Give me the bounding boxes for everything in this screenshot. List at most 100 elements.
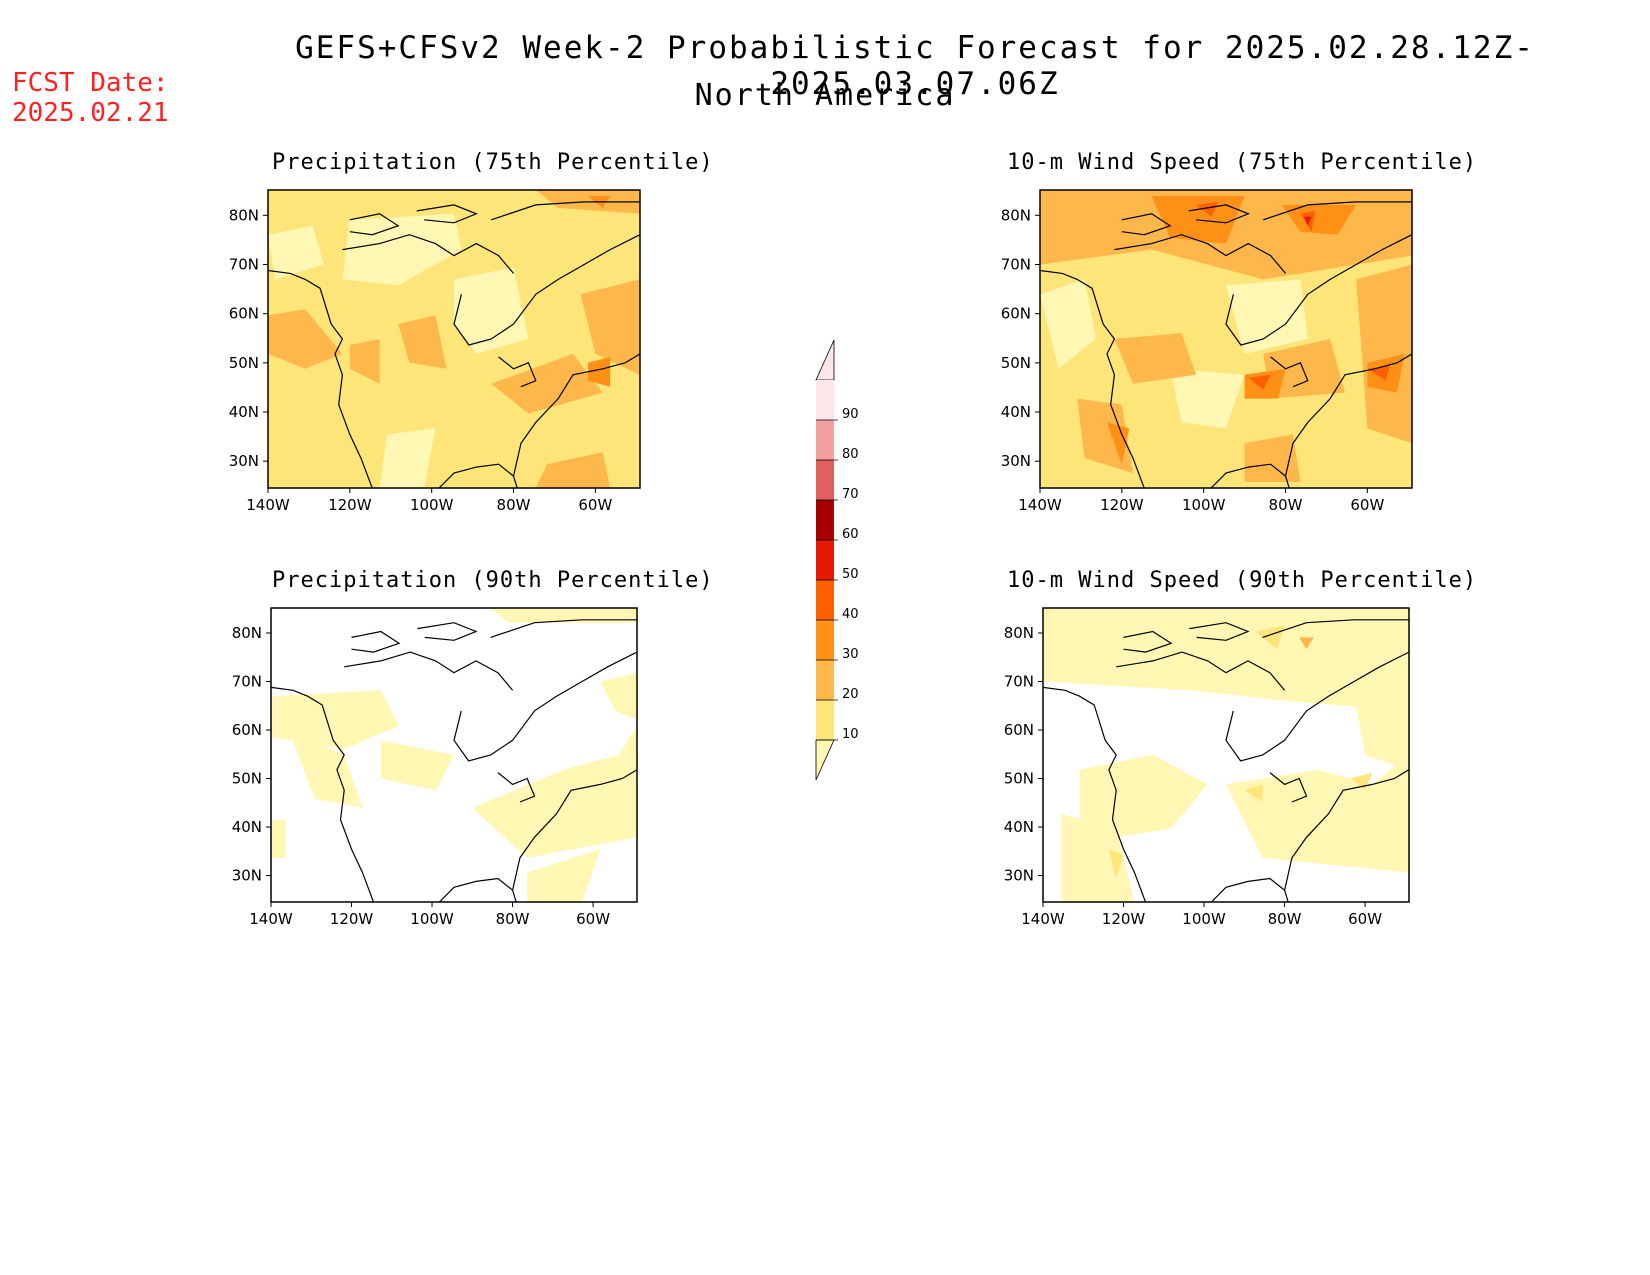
coastline	[453, 234, 640, 346]
lat-tick-label: 30N	[1001, 452, 1031, 470]
probability-contour-fill	[1354, 690, 1409, 770]
probability-contour-fill	[1108, 849, 1124, 879]
probability-contour-fill	[1304, 216, 1312, 226]
lat-tick-label: 70N	[1001, 256, 1031, 274]
colorbar-tick-label: 40	[842, 607, 859, 622]
probability-contour-fill	[342, 213, 462, 286]
colorbar-segment	[816, 540, 834, 580]
coastline	[417, 622, 478, 641]
lat-tick-label: 50N	[232, 770, 262, 788]
colorbar-top-arrow	[815, 339, 835, 381]
lon-tick-label: 100W	[1182, 910, 1226, 928]
coastline	[453, 651, 637, 762]
probability-contour-fill	[398, 315, 447, 369]
lat-tick-label: 30N	[229, 452, 259, 470]
probability-contour-fill	[1255, 625, 1285, 650]
probability-contour-fill	[271, 819, 286, 858]
coastline	[1210, 463, 1290, 488]
colorbar-segment	[816, 380, 834, 420]
lon-tick-label: 80W	[1269, 496, 1303, 514]
coastline	[344, 651, 514, 691]
colorbar-tick-label: 50	[842, 567, 859, 582]
coastline	[491, 201, 640, 221]
lon-tick-label: 140W	[246, 496, 290, 514]
lon-tick-label: 120W	[1102, 910, 1146, 928]
coastline	[1210, 877, 1289, 902]
subtitle: North America	[694, 78, 956, 113]
map-panel-3	[271, 608, 637, 902]
probability-contour-fill	[271, 690, 400, 750]
colorbar-segment	[816, 500, 834, 540]
lon-tick-label: 60W	[1348, 910, 1382, 928]
probability-contour-fill	[600, 672, 637, 720]
coastline	[1116, 651, 1286, 691]
colorbar-tick-label: 30	[842, 647, 859, 662]
coastline	[1114, 234, 1286, 274]
colorbar-segment	[816, 660, 834, 700]
colorbar-segment	[816, 620, 834, 660]
coastline	[490, 619, 637, 638]
lon-tick-label: 80W	[1268, 910, 1302, 928]
coastline	[1262, 619, 1409, 638]
panel-title-wind-75: 10-m Wind Speed (75th Percentile)	[1007, 150, 1478, 175]
map-panel-2	[1040, 190, 1412, 488]
lat-tick-label: 70N	[232, 673, 262, 691]
probability-contour-fill	[1040, 279, 1096, 369]
lat-tick-label: 60N	[1001, 305, 1031, 323]
lat-tick-label: 40N	[232, 818, 262, 836]
lon-tick-label: 60W	[1350, 496, 1384, 514]
colorbar-tick-label: 90	[842, 407, 859, 422]
lat-tick-label: 50N	[1004, 770, 1034, 788]
coastline	[1269, 772, 1308, 803]
probability-contour-fill	[1196, 201, 1219, 217]
coastline	[497, 772, 536, 803]
main-title: GEFS+CFSv2 Week-2 Probabilistic Forecast…	[295, 30, 1535, 102]
probability-contour-fill	[1170, 368, 1245, 429]
probability-contour-fill	[491, 353, 603, 414]
coastline	[351, 630, 401, 653]
lat-tick-label: 60N	[232, 721, 262, 739]
coastline	[1284, 353, 1412, 477]
probability-contour-fill	[379, 428, 436, 488]
probability-contour-fill	[1114, 333, 1197, 384]
coastline	[1121, 213, 1172, 236]
lat-tick-label: 30N	[1004, 867, 1034, 885]
probability-contour-fill	[1226, 279, 1308, 354]
probability-contour-fill	[1244, 784, 1263, 802]
probability-contour-fill	[1263, 339, 1345, 399]
map-panel-4	[1043, 608, 1409, 902]
lat-tick-label: 80N	[229, 206, 259, 224]
probability-contour-fill	[1061, 813, 1135, 902]
probability-contour-fill	[587, 356, 611, 387]
colorbar-bottom-arrow	[815, 739, 835, 781]
coastline	[268, 269, 373, 488]
lat-tick-label: 80N	[232, 624, 262, 642]
colorbar-tick-label: 10	[842, 727, 859, 742]
coastline	[512, 769, 637, 891]
probability-contour-fill	[1299, 637, 1314, 650]
colorbar-segment	[816, 580, 834, 620]
colorbar-tick-label: 80	[842, 447, 859, 462]
lon-tick-label: 100W	[410, 496, 454, 514]
coastline	[1123, 630, 1173, 653]
coastline	[512, 353, 640, 477]
panel-title-precip-90: Precipitation (90th Percentile)	[272, 568, 714, 593]
coastline	[342, 234, 514, 274]
lon-tick-label: 80W	[497, 496, 531, 514]
probability-contour-fill	[490, 608, 637, 623]
probability-contour-fill	[1281, 204, 1357, 235]
map-frame	[267, 189, 641, 489]
coastline	[1284, 769, 1409, 891]
probability-contour-fill	[527, 849, 601, 902]
coastline	[1040, 269, 1145, 488]
coastline	[1263, 201, 1412, 221]
map-panel-1	[268, 190, 640, 488]
lat-tick-label: 70N	[229, 256, 259, 274]
colorbar-tick-label: 20	[842, 687, 859, 702]
coastline	[1225, 651, 1409, 762]
coastline	[1189, 622, 1250, 641]
colorbar-tick-label: 60	[842, 527, 859, 542]
coastline	[438, 877, 517, 902]
lon-tick-label: 80W	[496, 910, 530, 928]
coastline	[271, 686, 375, 902]
